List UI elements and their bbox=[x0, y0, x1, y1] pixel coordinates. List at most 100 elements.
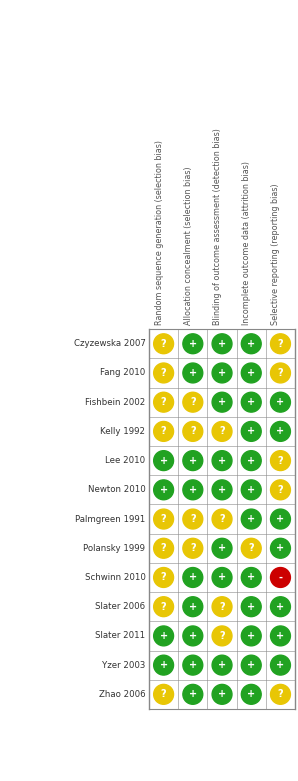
Circle shape bbox=[241, 597, 261, 617]
Text: +: + bbox=[247, 601, 255, 612]
Text: +: + bbox=[247, 514, 255, 524]
Circle shape bbox=[154, 480, 173, 500]
Text: ?: ? bbox=[278, 690, 283, 699]
Text: +: + bbox=[189, 631, 197, 641]
Text: Selective reporting (reporting bias): Selective reporting (reporting bias) bbox=[271, 183, 280, 325]
Circle shape bbox=[212, 480, 232, 500]
Text: ?: ? bbox=[161, 601, 166, 612]
Text: Allocation concealment (selection bias): Allocation concealment (selection bias) bbox=[184, 166, 193, 325]
Text: Yzer 2003: Yzer 2003 bbox=[102, 661, 145, 669]
Circle shape bbox=[241, 538, 261, 558]
Circle shape bbox=[154, 451, 173, 470]
Text: ?: ? bbox=[219, 631, 225, 641]
Circle shape bbox=[183, 451, 203, 470]
Text: ?: ? bbox=[161, 368, 166, 378]
Text: +: + bbox=[189, 368, 197, 378]
Circle shape bbox=[241, 655, 261, 675]
Circle shape bbox=[212, 422, 232, 441]
Text: +: + bbox=[247, 368, 255, 378]
Circle shape bbox=[154, 538, 173, 558]
Text: +: + bbox=[247, 339, 255, 349]
Text: Slater 2006: Slater 2006 bbox=[95, 602, 145, 612]
Circle shape bbox=[271, 333, 291, 354]
Circle shape bbox=[183, 655, 203, 675]
Circle shape bbox=[271, 568, 291, 587]
Circle shape bbox=[183, 538, 203, 558]
Text: +: + bbox=[159, 660, 168, 670]
Circle shape bbox=[241, 509, 261, 529]
Text: ?: ? bbox=[219, 514, 225, 524]
Text: +: + bbox=[218, 485, 226, 495]
Text: Blinding of outcome assessment (detection bias): Blinding of outcome assessment (detectio… bbox=[213, 128, 222, 325]
Circle shape bbox=[183, 684, 203, 704]
Text: ?: ? bbox=[278, 485, 283, 495]
Circle shape bbox=[212, 363, 232, 383]
Text: ?: ? bbox=[161, 544, 166, 553]
Text: +: + bbox=[277, 631, 285, 641]
Text: Schwinn 2010: Schwinn 2010 bbox=[85, 573, 145, 582]
Circle shape bbox=[241, 363, 261, 383]
Text: Incomplete outcome data (attrition bias): Incomplete outcome data (attrition bias) bbox=[242, 161, 251, 325]
Circle shape bbox=[271, 451, 291, 470]
Circle shape bbox=[271, 363, 291, 383]
Text: +: + bbox=[247, 398, 255, 407]
Circle shape bbox=[212, 568, 232, 587]
Text: +: + bbox=[189, 660, 197, 670]
Text: +: + bbox=[277, 660, 285, 670]
Circle shape bbox=[271, 480, 291, 500]
Text: ?: ? bbox=[219, 426, 225, 437]
Text: +: + bbox=[277, 514, 285, 524]
Circle shape bbox=[154, 392, 173, 412]
Text: ?: ? bbox=[278, 368, 283, 378]
Text: Fang 2010: Fang 2010 bbox=[100, 369, 145, 377]
Text: +: + bbox=[247, 690, 255, 699]
Text: Zhao 2006: Zhao 2006 bbox=[99, 690, 145, 699]
Text: +: + bbox=[247, 660, 255, 670]
Text: +: + bbox=[189, 339, 197, 349]
Circle shape bbox=[212, 684, 232, 704]
Circle shape bbox=[212, 626, 232, 646]
Circle shape bbox=[241, 626, 261, 646]
Circle shape bbox=[271, 422, 291, 441]
Text: +: + bbox=[218, 368, 226, 378]
Text: +: + bbox=[218, 544, 226, 553]
Text: +: + bbox=[189, 572, 197, 583]
Text: ?: ? bbox=[190, 544, 195, 553]
Circle shape bbox=[271, 538, 291, 558]
Text: +: + bbox=[189, 690, 197, 699]
Circle shape bbox=[154, 333, 173, 354]
Text: +: + bbox=[218, 572, 226, 583]
Text: +: + bbox=[159, 485, 168, 495]
Circle shape bbox=[271, 392, 291, 412]
Text: ?: ? bbox=[249, 544, 254, 553]
Text: Newton 2010: Newton 2010 bbox=[88, 485, 145, 494]
Text: +: + bbox=[189, 455, 197, 465]
Text: +: + bbox=[277, 544, 285, 553]
Circle shape bbox=[212, 451, 232, 470]
Circle shape bbox=[241, 422, 261, 441]
Circle shape bbox=[212, 392, 232, 412]
Circle shape bbox=[183, 422, 203, 441]
Text: +: + bbox=[277, 398, 285, 407]
Circle shape bbox=[212, 333, 232, 354]
Text: Lee 2010: Lee 2010 bbox=[105, 456, 145, 465]
Text: +: + bbox=[247, 455, 255, 465]
Circle shape bbox=[154, 568, 173, 587]
Text: +: + bbox=[218, 660, 226, 670]
Circle shape bbox=[212, 655, 232, 675]
Text: ?: ? bbox=[219, 601, 225, 612]
Text: ?: ? bbox=[190, 426, 195, 437]
Text: ?: ? bbox=[161, 514, 166, 524]
Circle shape bbox=[183, 363, 203, 383]
Text: ?: ? bbox=[190, 398, 195, 407]
Text: +: + bbox=[218, 455, 226, 465]
Text: +: + bbox=[277, 426, 285, 437]
Circle shape bbox=[183, 333, 203, 354]
Circle shape bbox=[271, 597, 291, 617]
Circle shape bbox=[183, 480, 203, 500]
Text: ?: ? bbox=[161, 339, 166, 349]
Text: Kelly 1992: Kelly 1992 bbox=[100, 427, 145, 436]
Text: Slater 2011: Slater 2011 bbox=[95, 631, 145, 640]
Text: ?: ? bbox=[190, 514, 195, 524]
Circle shape bbox=[154, 626, 173, 646]
